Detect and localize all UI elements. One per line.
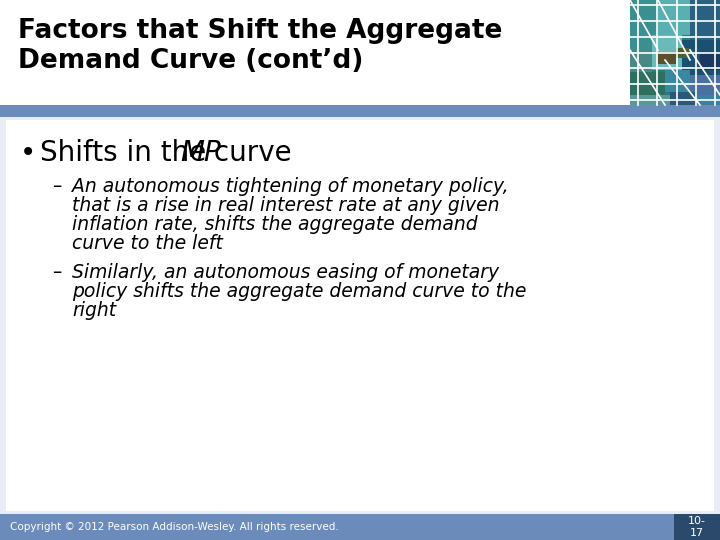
FancyBboxPatch shape [690, 0, 720, 40]
Text: Shifts in the: Shifts in the [40, 139, 215, 167]
FancyBboxPatch shape [0, 0, 720, 105]
Text: Factors that Shift the Aggregate: Factors that Shift the Aggregate [18, 18, 503, 44]
Text: 10-: 10- [688, 516, 706, 526]
Text: 17: 17 [690, 528, 704, 538]
FancyBboxPatch shape [670, 92, 695, 105]
Text: that is a rise in real interest rate at any given: that is a rise in real interest rate at … [72, 196, 500, 215]
Text: An autonomous tightening of monetary policy,: An autonomous tightening of monetary pol… [72, 177, 508, 196]
Text: –: – [52, 177, 61, 196]
Text: Copyright © 2012 Pearson Addison-Wesley. All rights reserved.: Copyright © 2012 Pearson Addison-Wesley.… [10, 522, 338, 532]
FancyBboxPatch shape [6, 120, 714, 511]
FancyBboxPatch shape [665, 70, 690, 92]
FancyBboxPatch shape [700, 52, 720, 70]
Text: policy shifts the aggregate demand curve to the: policy shifts the aggregate demand curve… [72, 282, 526, 301]
FancyBboxPatch shape [674, 514, 720, 540]
Text: curve: curve [205, 139, 292, 167]
Text: Demand Curve (cont’d): Demand Curve (cont’d) [18, 48, 364, 74]
FancyBboxPatch shape [630, 95, 670, 105]
FancyBboxPatch shape [658, 52, 676, 64]
Text: –: – [52, 263, 61, 282]
FancyBboxPatch shape [695, 95, 720, 105]
FancyBboxPatch shape [658, 0, 690, 35]
Text: Similarly, an autonomous easing of monetary: Similarly, an autonomous easing of monet… [72, 263, 499, 282]
FancyBboxPatch shape [630, 0, 658, 50]
FancyBboxPatch shape [630, 0, 720, 105]
Text: curve to the left: curve to the left [72, 234, 223, 253]
FancyBboxPatch shape [0, 105, 720, 117]
Text: inflation rate, shifts the aggregate demand: inflation rate, shifts the aggregate dem… [72, 215, 477, 234]
FancyBboxPatch shape [676, 48, 690, 58]
FancyBboxPatch shape [630, 72, 665, 95]
FancyBboxPatch shape [0, 117, 720, 514]
Text: right: right [72, 301, 116, 320]
FancyBboxPatch shape [630, 50, 652, 72]
FancyBboxPatch shape [0, 514, 720, 540]
FancyBboxPatch shape [690, 75, 720, 95]
FancyBboxPatch shape [652, 35, 682, 70]
Text: MP: MP [180, 139, 221, 167]
Text: •: • [20, 139, 36, 167]
FancyBboxPatch shape [682, 40, 720, 75]
